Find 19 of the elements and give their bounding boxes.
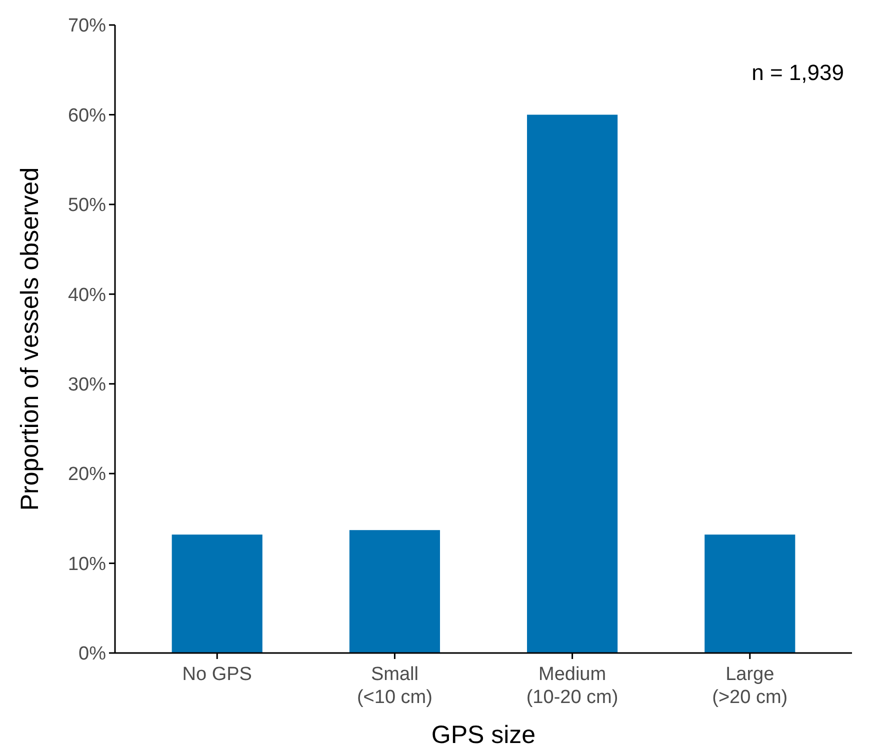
x-tick-label: Medium (10-20 cm) — [526, 664, 618, 708]
y-tick-label: 30% — [68, 374, 106, 396]
x-tick-label: Large (>20 cm) — [712, 664, 788, 708]
y-tick-label: 20% — [68, 464, 106, 486]
x-tick-label: Small (<10 cm) — [356, 664, 432, 708]
bar — [704, 534, 796, 653]
bar — [527, 114, 618, 653]
x-axis-title: GPS size — [431, 721, 536, 747]
y-tick-label: 60% — [68, 105, 106, 126]
y-tick-label: 10% — [68, 554, 106, 575]
y-axis-title: Proportion of vessels observed — [16, 167, 44, 511]
y-tick-label: 70% — [68, 16, 106, 37]
y-tick-label: 40% — [68, 284, 106, 306]
annotation: n = 1,939 — [752, 60, 844, 85]
x-tick-label: No GPS — [182, 664, 252, 685]
y-tick-label: 0% — [78, 644, 106, 665]
bar — [349, 530, 440, 653]
y-tick-label: 50% — [68, 195, 106, 216]
bar — [172, 534, 262, 653]
